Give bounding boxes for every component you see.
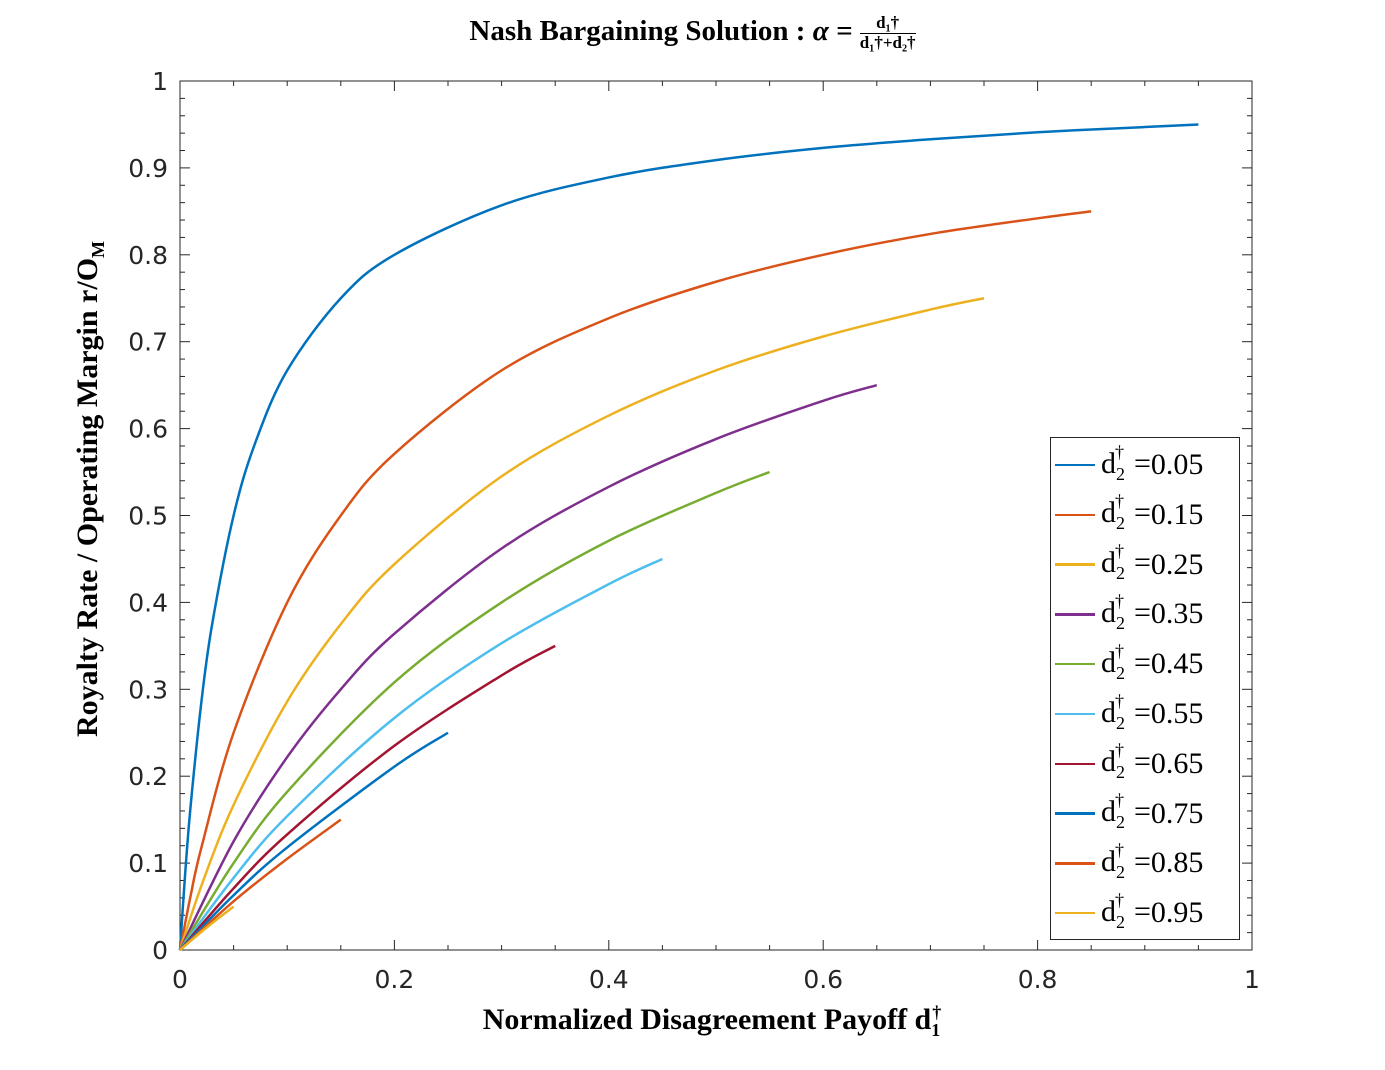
legend-label: 0.15: [1150, 497, 1204, 531]
legend-item-0.05: d2† = 0.05: [1055, 440, 1203, 490]
legend-line-swatch: [1055, 862, 1095, 865]
series-line-0.95: [179, 905, 235, 951]
y-tick-label: 0.7: [128, 328, 168, 357]
legend-symbol: d2† =: [1101, 541, 1151, 584]
y-tick-label: 0.9: [128, 154, 168, 183]
legend-line-swatch: [1055, 812, 1095, 815]
x-tick-label: 0.8: [1018, 965, 1058, 994]
legend-item-0.85: d2† = 0.85: [1055, 838, 1203, 888]
legend-label: 0.25: [1150, 547, 1204, 581]
y-label-text: Royalty Rate / Operating Margin r/O: [71, 257, 104, 738]
legend-line-swatch: [1055, 513, 1095, 517]
legend-line-swatch: [1055, 463, 1095, 467]
legend-line-swatch: [1055, 662, 1095, 666]
legend-symbol: d2† =: [1101, 889, 1151, 932]
y-axis-label: Royalty Rate / Operating Margin r/OM: [71, 89, 109, 889]
legend-line-swatch: [1055, 911, 1095, 915]
series-line-0.25: [178, 297, 985, 951]
legend-item-0.95: d2† = 0.95: [1055, 888, 1203, 938]
legend-item-0.35: d2† = 0.35: [1055, 589, 1203, 639]
x-label-sub: 1: [931, 1020, 941, 1040]
legend-symbol: d2† =: [1101, 491, 1151, 534]
legend-line-swatch: [1055, 712, 1095, 716]
series-line-0.65: [179, 644, 556, 951]
legend-line-swatch: [1055, 762, 1095, 766]
legend-item-0.75: d2† = 0.75: [1055, 789, 1203, 839]
y-tick-label: 0.8: [128, 241, 168, 270]
legend-item-0.15: d2† = 0.15: [1055, 490, 1203, 540]
x-label-text: Normalized Disagreement Payoff d: [482, 1003, 932, 1036]
y-tick-label: 0.6: [128, 415, 168, 444]
legend-label: 0.75: [1150, 796, 1204, 830]
title-text: Nash Bargaining Solution :: [469, 14, 813, 47]
legend-symbol: d2† =: [1101, 441, 1151, 484]
series-line-0.35: [178, 383, 878, 951]
legend-label: 0.45: [1150, 647, 1204, 681]
series-line-0.85: [179, 818, 342, 951]
x-tick-label: 0: [172, 965, 188, 994]
title-fraction: d₁† d₁†+d₂†: [859, 13, 916, 52]
legend-label: 0.65: [1150, 746, 1204, 780]
legend-item-0.55: d2† = 0.55: [1055, 689, 1203, 739]
y-tick-label: 0: [152, 936, 168, 965]
legend-item-0.25: d2† = 0.25: [1055, 540, 1203, 590]
legend-symbol: d2† =: [1101, 839, 1151, 882]
y-tick-label: 0.2: [128, 762, 168, 791]
y-tick-label: 0.1: [128, 849, 168, 878]
legend-label: 0.95: [1150, 896, 1204, 930]
title-denominator: d₁†+d₂†: [859, 32, 916, 52]
x-tick-label: 0.4: [589, 965, 629, 994]
series-line-0.15: [178, 210, 1092, 951]
legend-label: 0.35: [1150, 597, 1204, 631]
legend-symbol: d2† =: [1101, 590, 1151, 633]
chart-title: Nash Bargaining Solution : α = d₁† d₁†+d…: [0, 13, 1385, 52]
title-alpha: α =: [812, 14, 853, 47]
x-tick-label: 0.2: [375, 965, 415, 994]
legend-symbol: d2† =: [1101, 690, 1151, 733]
y-tick-label: 0.3: [128, 675, 168, 704]
x-axis-label: Normalized Disagreement Payoff d1†: [180, 1002, 1252, 1041]
x-label-sup: †: [932, 1002, 942, 1022]
legend-label: 0.55: [1150, 697, 1204, 730]
legend-symbol: d2† =: [1101, 740, 1151, 783]
series-line-0.55: [178, 557, 663, 951]
y-tick-label: 1: [152, 67, 168, 96]
legend-line-swatch: [1055, 563, 1095, 566]
y-label-sub: M: [88, 240, 108, 258]
series-line-0.05: [178, 123, 1199, 951]
y-tick-label: 0.4: [128, 588, 168, 617]
legend-symbol: d2† =: [1101, 640, 1151, 683]
x-tick-label: 1: [1244, 965, 1260, 994]
y-tick-label: 0.5: [128, 502, 168, 531]
title-numerator: d₁†: [859, 13, 916, 34]
legend-item-0.65: d2† = 0.65: [1055, 739, 1203, 789]
legend: d2† = 0.05 d2† = 0.15 d2† = 0.25 d2† = 0.35 d2† = 0.45…: [1050, 437, 1240, 940]
x-tick-label: 0.6: [803, 965, 843, 994]
legend-symbol: d2† =: [1101, 790, 1151, 833]
legend-line-swatch: [1055, 613, 1095, 616]
series-line-0.75: [179, 731, 449, 951]
series-line-0.45: [178, 470, 771, 951]
legend-label: 0.85: [1150, 846, 1204, 880]
legend-label: 0.05: [1150, 448, 1204, 481]
legend-item-0.45: d2† = 0.45: [1055, 639, 1203, 689]
